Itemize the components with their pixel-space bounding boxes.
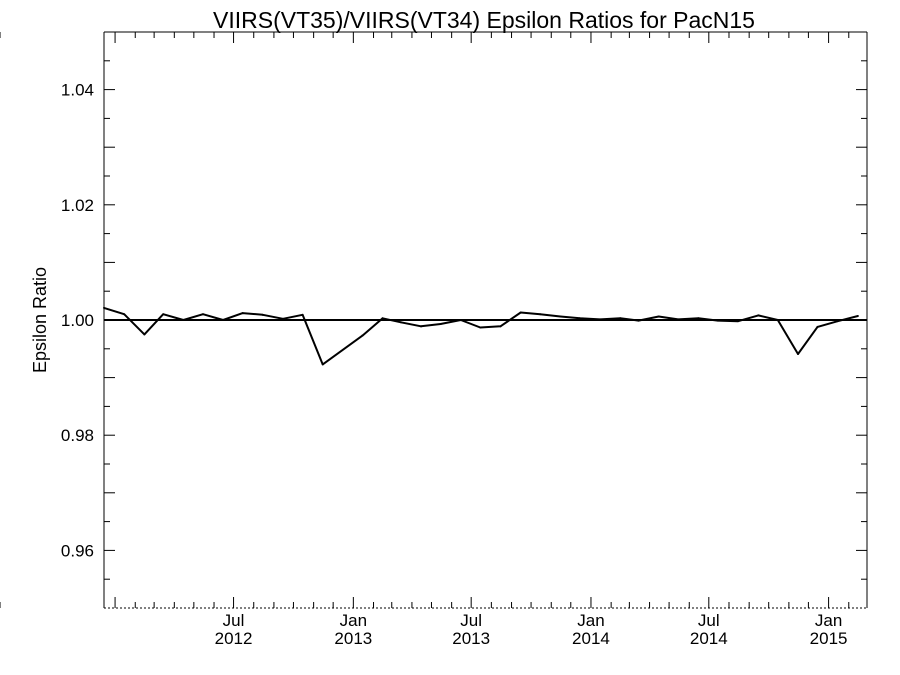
data-point <box>499 325 502 328</box>
data-point <box>381 317 384 320</box>
y-tick-label: 0.98 <box>61 426 94 445</box>
x-tick-month-label: Jul <box>698 611 720 630</box>
data-point <box>361 334 364 337</box>
x-tick-month-label: Jan <box>815 611 842 630</box>
data-point <box>439 323 442 326</box>
data-point <box>539 313 542 316</box>
data-point <box>282 317 285 320</box>
data-point <box>399 321 402 324</box>
series-layer <box>103 306 859 366</box>
y-tick-label: 1.04 <box>61 81 94 100</box>
data-point <box>657 315 660 318</box>
x-tick-month-label: Jan <box>577 611 604 630</box>
x-tick-year-label: 2015 <box>810 629 848 648</box>
x-tick-year-label: 2012 <box>215 629 253 648</box>
data-point <box>637 319 640 322</box>
data-point <box>856 314 859 317</box>
data-point <box>599 318 602 321</box>
x-tick-year-label: 2014 <box>690 629 728 648</box>
data-point <box>222 319 225 321</box>
data-point <box>559 315 562 318</box>
x-tick-month-label: Jul <box>460 611 482 630</box>
data-point <box>479 326 482 329</box>
x-tick-month-label: Jul <box>223 611 245 630</box>
data-point <box>182 319 185 321</box>
data-point <box>123 313 126 316</box>
x-tick-year-label: 2013 <box>334 629 372 648</box>
data-point <box>241 312 244 315</box>
data-point <box>737 320 740 323</box>
data-point <box>261 313 264 316</box>
data-point <box>301 313 304 316</box>
data-point <box>816 325 819 328</box>
data-point <box>459 319 462 321</box>
data-point <box>757 314 760 317</box>
data-point <box>519 311 522 314</box>
x-tick-year-label: 2013 <box>452 629 490 648</box>
data-point <box>716 319 719 322</box>
data-point <box>143 333 146 336</box>
x-tick-month-label: Jan <box>340 611 367 630</box>
data-point <box>677 318 680 321</box>
tick-labels: 0.960.981.001.021.04Jul2012Jan2013Jul201… <box>61 81 848 648</box>
data-point <box>619 317 622 320</box>
data-point <box>578 317 581 320</box>
data-point <box>420 325 423 328</box>
y-axis-label: Epsilon Ratio <box>30 267 50 373</box>
data-point <box>103 306 105 309</box>
y-tick-label: 1.00 <box>61 311 94 330</box>
x-tick-year-label: 2014 <box>572 629 610 648</box>
data-point <box>836 320 839 323</box>
y-tick-label: 0.96 <box>61 541 94 560</box>
data-point <box>321 363 324 366</box>
series-line <box>103 306 859 366</box>
y-tick-label: 1.02 <box>61 196 94 215</box>
data-point <box>201 313 204 316</box>
data-point <box>776 319 779 321</box>
data-point <box>697 317 700 320</box>
data-point <box>162 313 165 316</box>
chart-title: VIIRS(VT35)/VIIRS(VT34) Epsilon Ratios f… <box>213 7 755 33</box>
data-point <box>796 352 799 355</box>
